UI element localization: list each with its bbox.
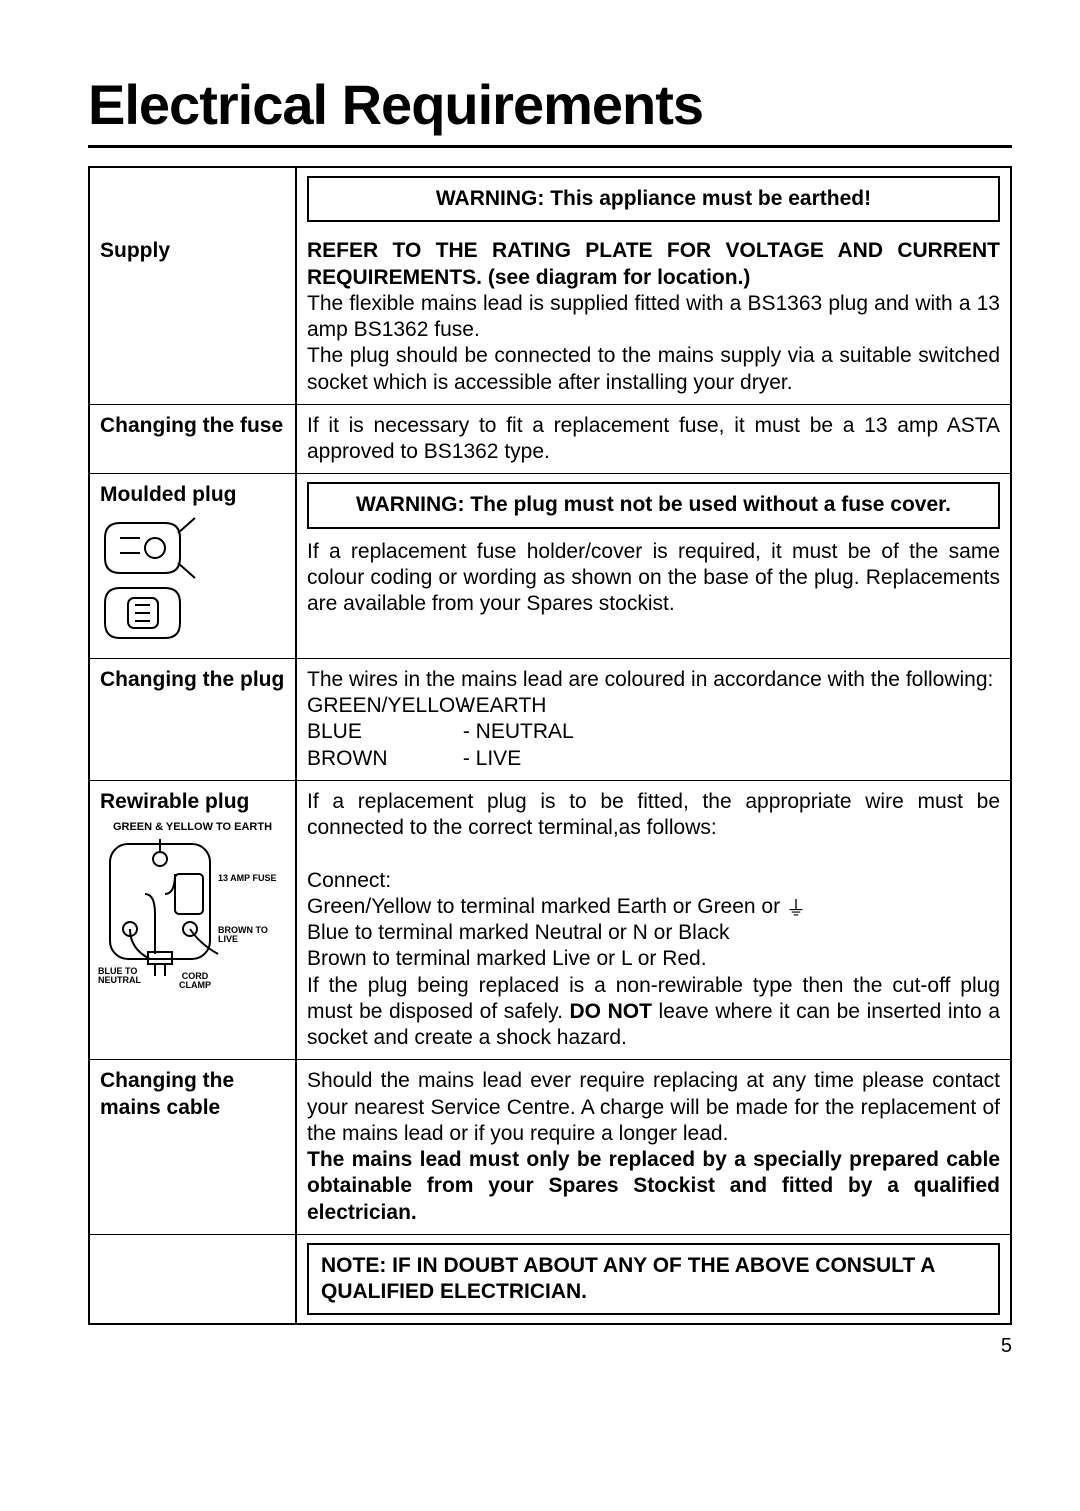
row-note: NOTE: IF IN DOUBT ABOUT ANY OF THE ABOVE… <box>89 1234 1011 1324</box>
rewirable-top-label: GREEN & YELLOW TO EARTH <box>100 821 285 834</box>
rewirable-p1: If a replacement plug is to be fitted, t… <box>307 790 1000 839</box>
label-brown: BROWN TO LIVE <box>218 926 285 945</box>
cell-warning-top: WARNING: This appliance must be earthed! <box>296 167 1011 230</box>
warning-fuse-cover-box: WARNING: The plug must not be used witho… <box>307 482 1000 528</box>
rewirable-diagram: 13 AMP FUSE BROWN TO LIVE BLUE TO NEUTRA… <box>100 834 285 1004</box>
row-supply: Supply REFER TO THE RATING PLATE FOR VOL… <box>89 230 1011 404</box>
rewirable-p3a: Green/Yellow to terminal marked Earth or… <box>307 895 786 918</box>
moulded-plug-diagram <box>100 513 285 650</box>
rewirable-p5: Brown to terminal marked Live or L or Re… <box>307 947 707 970</box>
rewirable-heading-text: Rewirable plug <box>100 790 249 813</box>
cell-moulded: WARNING: The plug must not be used witho… <box>296 474 1011 659</box>
row-moulded: Moulded plug <box>89 474 1011 659</box>
mains-p1: Should the mains lead ever require repla… <box>307 1069 1000 1145</box>
cell-empty-left <box>89 167 296 230</box>
cell-rewirable: If a replacement plug is to be fitted, t… <box>296 780 1011 1060</box>
wire1a: GREEN/YELLOW <box>307 693 457 719</box>
wire2b: - NEUTRAL <box>463 720 574 743</box>
supply-line3: The plug should be connected to the main… <box>307 344 1000 393</box>
cell-empty-left-bottom <box>89 1234 296 1324</box>
wire2a: BLUE <box>307 719 457 745</box>
cell-mains-cable: Should the mains lead ever require repla… <box>296 1060 1011 1235</box>
title-rule <box>88 145 1012 148</box>
row-mains-cable: Changing the mains cable Should the main… <box>89 1060 1011 1235</box>
requirements-table: WARNING: This appliance must be earthed!… <box>88 166 1012 1325</box>
label-fuse: 13 AMP FUSE <box>218 874 277 883</box>
supply-line2: The flexible mains lead is supplied fitt… <box>307 292 1000 341</box>
moulded-text: If a replacement fuse holder/cover is re… <box>307 539 1000 618</box>
changing-plug-intro: The wires in the mains lead are coloured… <box>307 668 993 691</box>
label-blue: BLUE TO NEUTRAL <box>98 967 158 986</box>
label-cord: CORD CLAMP <box>170 972 220 991</box>
page-title: Electrical Requirements <box>88 72 1012 137</box>
heading-mains-cable: Changing the mains cable <box>89 1060 296 1235</box>
supply-line1: REFER TO THE RATING PLATE FOR VOLTAGE AN… <box>307 239 1000 288</box>
cell-supply: REFER TO THE RATING PLATE FOR VOLTAGE AN… <box>296 230 1011 404</box>
note-box: NOTE: IF IN DOUBT ABOUT ANY OF THE ABOVE… <box>307 1243 1000 1316</box>
row-warning-top: WARNING: This appliance must be earthed! <box>89 167 1011 230</box>
cell-note: NOTE: IF IN DOUBT ABOUT ANY OF THE ABOVE… <box>296 1234 1011 1324</box>
rewirable-top-label-text: GREEN & YELLOW TO EARTH <box>113 821 272 833</box>
wire3b: - LIVE <box>463 747 521 770</box>
rewirable-plug-svg <box>100 834 240 979</box>
heading-supply: Supply <box>89 230 296 404</box>
wire1b: - EARTH <box>463 694 547 717</box>
page-number: 5 <box>88 1335 1012 1358</box>
cell-changing-plug: The wires in the mains lead are coloured… <box>296 658 1011 780</box>
moulded-heading-text: Moulded plug <box>100 483 236 506</box>
row-fuse: Changing the fuse If it is necessary to … <box>89 404 1011 474</box>
manual-page: Electrical Requirements WARNING: This ap… <box>0 0 1080 1398</box>
rewirable-p4: Blue to terminal marked Neutral or N or … <box>307 921 730 944</box>
row-changing-plug: Changing the plug The wires in the mains… <box>89 658 1011 780</box>
row-rewirable: Rewirable plug GREEN & YELLOW TO EARTH <box>89 780 1011 1060</box>
moulded-plug-svg <box>100 513 210 643</box>
heading-rewirable: Rewirable plug GREEN & YELLOW TO EARTH <box>89 780 296 1060</box>
warning-earthed-box: WARNING: This appliance must be earthed! <box>307 176 1000 222</box>
heading-changing-plug: Changing the plug <box>89 658 296 780</box>
mains-p2: The mains lead must only be replaced by … <box>307 1148 1000 1224</box>
earth-icon: ⏚ <box>786 898 806 920</box>
wire3a: BROWN <box>307 746 457 772</box>
cell-fuse: If it is necessary to fit a replacement … <box>296 404 1011 474</box>
heading-fuse: Changing the fuse <box>89 404 296 474</box>
rewirable-p6b: DO NOT <box>570 1000 652 1023</box>
heading-moulded: Moulded plug <box>89 474 296 659</box>
rewirable-p2: Connect: <box>307 869 391 892</box>
